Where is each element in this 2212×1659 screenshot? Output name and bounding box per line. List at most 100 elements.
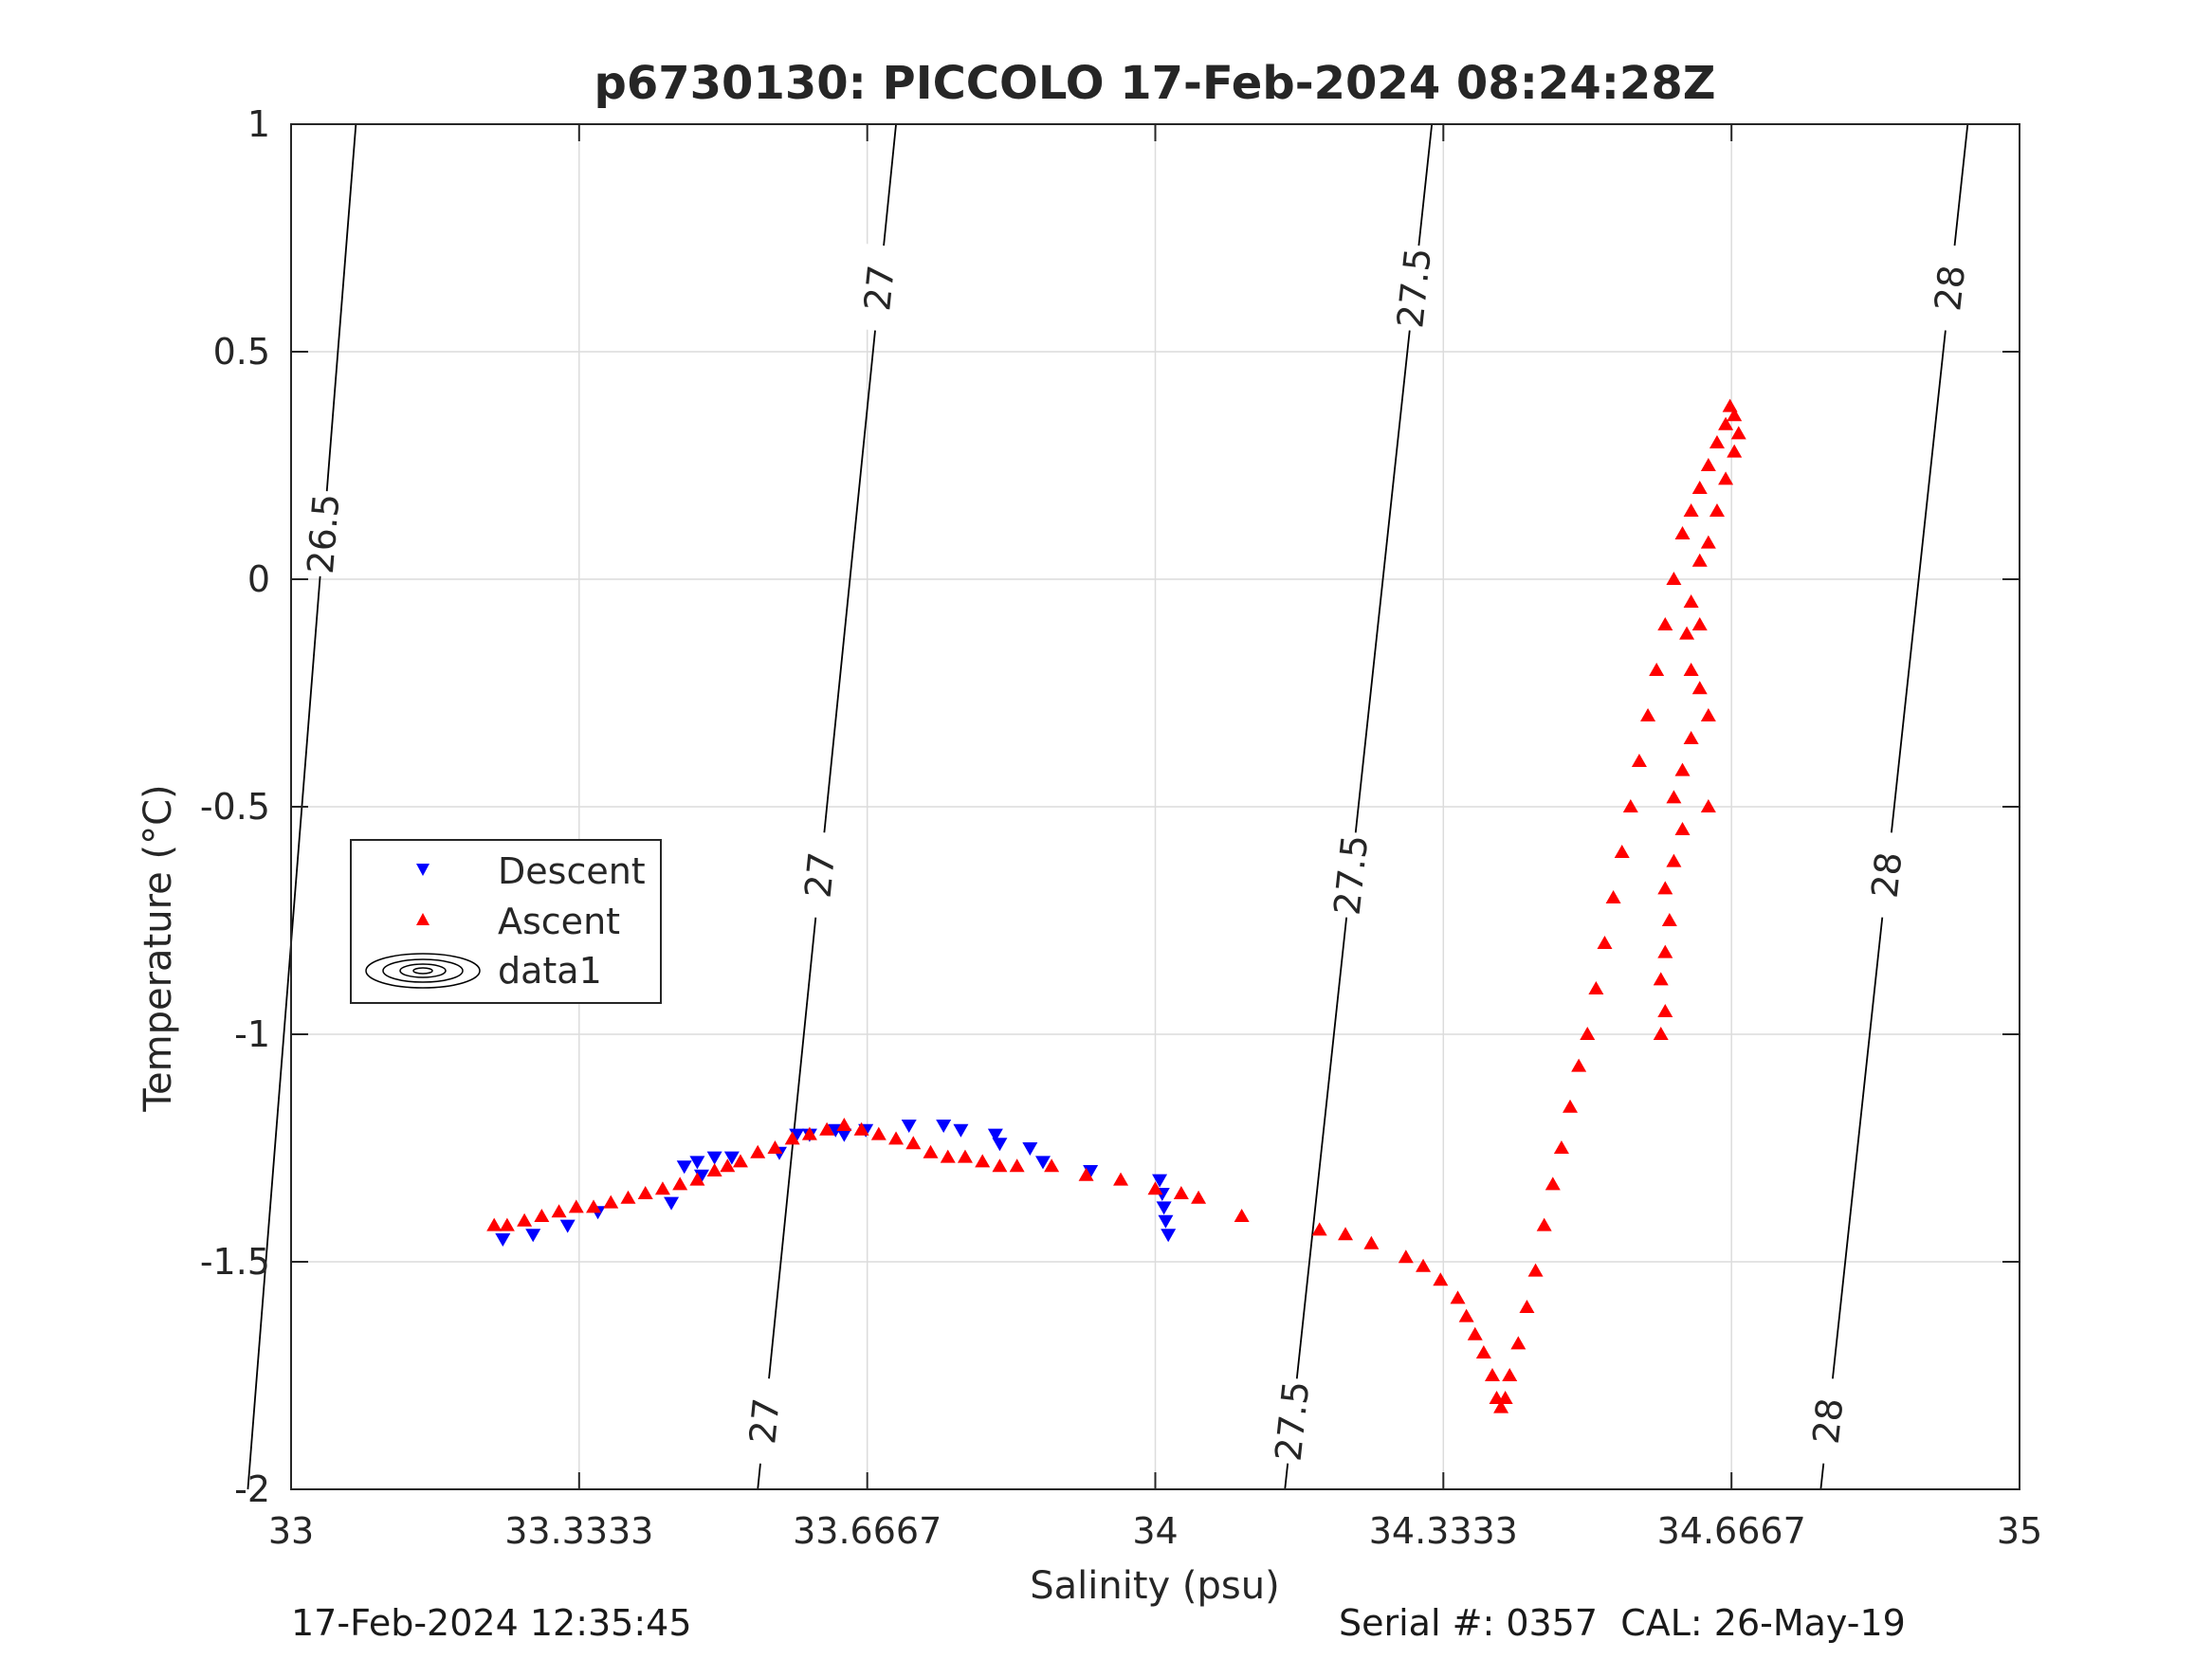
- descent-point: [1035, 1156, 1051, 1170]
- ascent-point: [1683, 503, 1699, 517]
- ascent-point: [1709, 435, 1725, 448]
- ascent-point: [1674, 526, 1691, 539]
- ascent-point: [1536, 1217, 1552, 1231]
- ascent-point: [1709, 503, 1725, 517]
- ascent-point: [1519, 1300, 1535, 1313]
- footer-serial-cal: Serial #: 0357 CAL: 26-May-19: [1339, 1602, 1906, 1644]
- ascent-point: [517, 1212, 533, 1227]
- ascent-point: [957, 1149, 973, 1163]
- ascent-point: [1563, 1099, 1579, 1113]
- isopycnal-label-bg: [738, 1376, 792, 1467]
- ascent-point: [870, 1126, 887, 1140]
- isopycnal-line: [757, 123, 897, 1490]
- descent-point: [693, 1169, 709, 1183]
- ascent-point: [1631, 754, 1647, 767]
- ascent-point: [1338, 1227, 1354, 1241]
- ascent-point: [672, 1176, 688, 1191]
- y-tick-label: -0.5: [200, 786, 270, 828]
- ascent-point: [1691, 617, 1708, 630]
- ascent-point: [620, 1190, 636, 1204]
- ascent-point: [853, 1121, 869, 1136]
- ascent-point: [1666, 853, 1682, 867]
- ascent-point: [720, 1158, 736, 1173]
- descent-point: [689, 1156, 705, 1170]
- legend-data1-label: data1: [498, 950, 602, 992]
- ascent-point: [1730, 426, 1746, 440]
- ascent-point: [1700, 708, 1716, 721]
- ascent-point: [1078, 1167, 1094, 1181]
- ascent-point: [888, 1131, 905, 1145]
- isopycnal-label-bg: [1324, 830, 1379, 921]
- ascent-point: [1657, 1004, 1673, 1017]
- isopycnal-label: 28: [1805, 1396, 1852, 1447]
- isopycnal-label: 27.5: [1389, 246, 1439, 330]
- ascent-point: [1191, 1190, 1207, 1204]
- ascent-point: [1450, 1290, 1466, 1304]
- ascent-point: [1484, 1368, 1500, 1381]
- legend-ascent-marker: [416, 913, 430, 925]
- ascent-point: [486, 1217, 503, 1231]
- legend-descent-label: Descent: [498, 850, 646, 892]
- x-tick-label: 34.6667: [1657, 1510, 1806, 1552]
- descent-point: [789, 1128, 805, 1142]
- ascent-point: [1497, 1391, 1513, 1404]
- isopycnal-label-bg: [852, 243, 906, 333]
- descent-point: [936, 1120, 952, 1133]
- ascent-point: [1691, 553, 1708, 567]
- x-axis-label: Salinity (psu): [1030, 1564, 1279, 1608]
- x-tick-label: 35: [1997, 1510, 2042, 1552]
- ascent-point: [1653, 1027, 1669, 1040]
- x-tick-label: 33.6667: [793, 1510, 941, 1552]
- ascent-point: [1679, 626, 1695, 640]
- ascent-point: [1416, 1258, 1432, 1272]
- isopycnal-label: 27.5: [1326, 833, 1377, 918]
- ascent-point: [1649, 663, 1665, 676]
- ascent-point: [1580, 1027, 1596, 1040]
- ascent-point: [767, 1140, 783, 1154]
- descent-point: [559, 1219, 576, 1233]
- descent-point: [525, 1229, 541, 1243]
- ascent-point: [534, 1209, 550, 1222]
- ascent-point: [819, 1121, 835, 1136]
- isopycnal-label: 27: [797, 850, 844, 901]
- ascent-point: [1502, 1368, 1518, 1381]
- x-tick-label: 34: [1132, 1510, 1178, 1552]
- descent-point: [1158, 1214, 1174, 1229]
- ascent-point: [992, 1158, 1008, 1173]
- ascent-point: [1666, 790, 1682, 804]
- descent-point: [901, 1120, 917, 1133]
- ascent-point: [1674, 822, 1691, 835]
- ascent-point: [784, 1131, 800, 1145]
- ascent-point: [1666, 572, 1682, 585]
- data-points: [486, 398, 1746, 1413]
- legend-ascent-label: Ascent: [498, 901, 620, 942]
- ascent-point: [1044, 1158, 1060, 1173]
- ascent-point: [1113, 1172, 1129, 1186]
- ascent-point: [499, 1217, 515, 1231]
- ascent-point: [551, 1204, 567, 1218]
- ascent-point: [1597, 936, 1613, 949]
- ascent-point: [1363, 1235, 1380, 1249]
- ascent-point: [732, 1154, 748, 1168]
- ascent-point: [1727, 408, 1743, 422]
- y-axis-label: Temperature (°C): [137, 784, 180, 1112]
- descent-point: [992, 1138, 1008, 1152]
- grid-lines: [291, 124, 2020, 1489]
- descent-point: [495, 1233, 511, 1247]
- ascent-point: [1622, 799, 1638, 812]
- ascent-point: [1640, 708, 1656, 721]
- ascent-point: [1653, 972, 1669, 986]
- isopycnal-label: 26.5: [300, 492, 348, 575]
- y-tick-label: 0: [247, 558, 270, 600]
- descent-point: [1161, 1229, 1177, 1243]
- ascent-point: [1009, 1158, 1025, 1173]
- ascent-point: [1683, 594, 1699, 608]
- isopycnal-label-bg: [1801, 1376, 1856, 1467]
- ascent-point: [637, 1186, 653, 1199]
- ascent-point: [1458, 1308, 1474, 1322]
- ascent-point: [1311, 1222, 1327, 1236]
- descent-point: [1156, 1201, 1172, 1215]
- ascent-point: [1657, 881, 1673, 895]
- ascent-point: [1588, 981, 1604, 994]
